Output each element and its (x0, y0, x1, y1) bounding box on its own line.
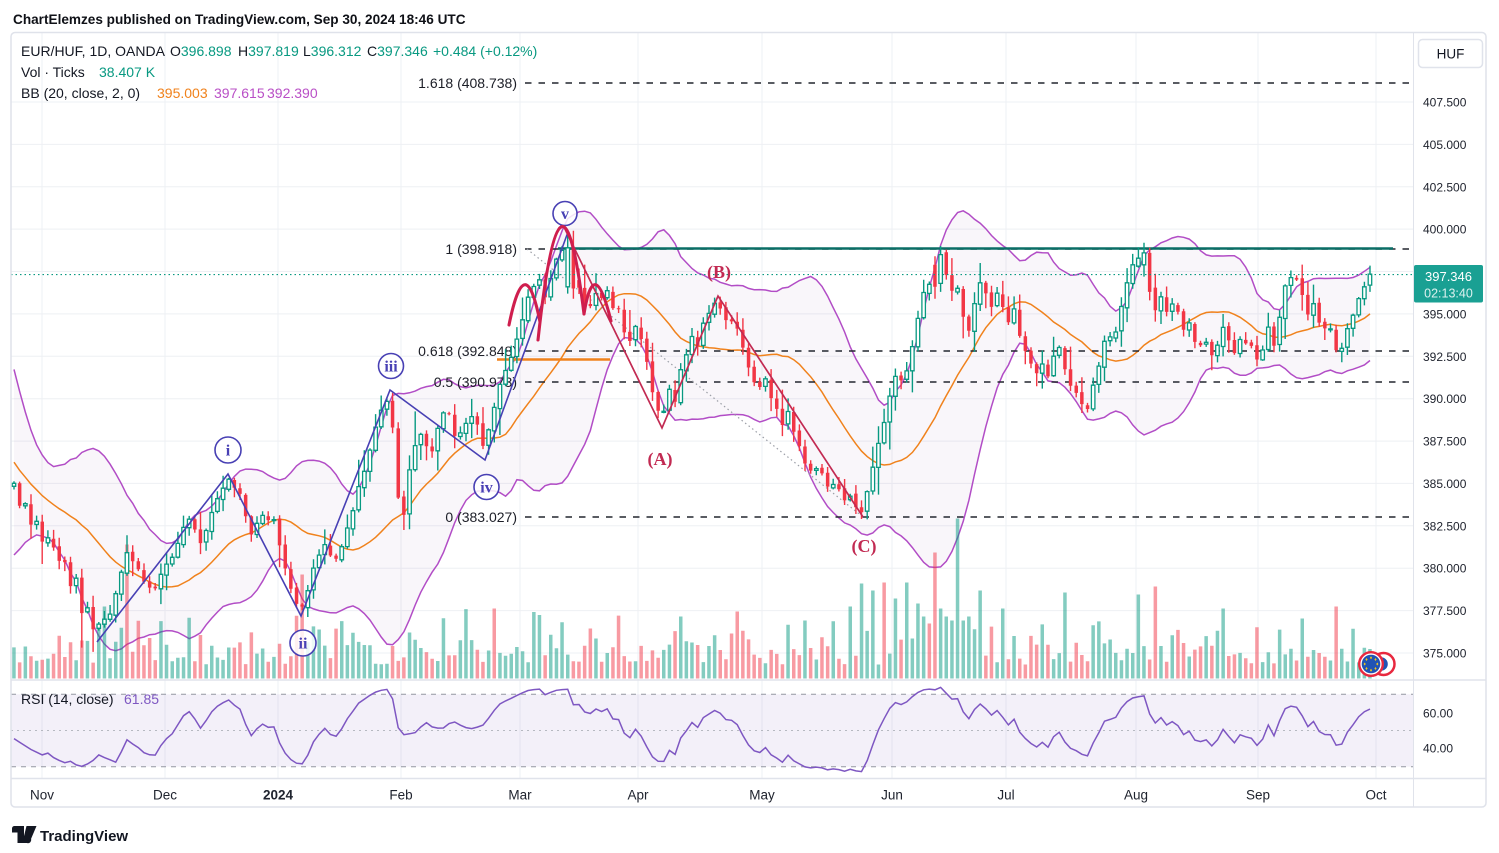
svg-text:402.500: 402.500 (1423, 180, 1467, 194)
svg-text:0.618 (392.848): 0.618 (392.848) (418, 343, 517, 359)
svg-text:375.000: 375.000 (1423, 647, 1467, 661)
svg-text:iv: iv (480, 480, 492, 497)
svg-text:407.500: 407.500 (1423, 96, 1467, 110)
svg-text:RSI (14, close): RSI (14, close) (21, 691, 114, 707)
svg-text:C397.346: C397.346 (367, 43, 428, 59)
svg-text:(C): (C) (852, 536, 877, 557)
svg-text:405.000: 405.000 (1423, 138, 1467, 152)
svg-text:v: v (561, 206, 569, 223)
svg-text:380.000: 380.000 (1423, 562, 1467, 576)
svg-text:1 (398.918): 1 (398.918) (445, 241, 517, 257)
svg-text:TradingView: TradingView (40, 828, 128, 845)
svg-text:60.00: 60.00 (1423, 707, 1453, 721)
svg-text:38.407 K: 38.407 K (99, 64, 156, 80)
svg-text:iii: iii (384, 359, 398, 376)
svg-text:40.00: 40.00 (1423, 742, 1453, 756)
svg-text:02:13:40: 02:13:40 (1424, 287, 1473, 301)
svg-text:382.500: 382.500 (1423, 519, 1467, 533)
svg-text:Dec: Dec (153, 788, 177, 803)
svg-text:O396.898: O396.898 (170, 43, 232, 59)
svg-text:Jul: Jul (997, 788, 1014, 803)
svg-text:Vol · Ticks: Vol · Ticks (21, 64, 85, 80)
svg-text:390.000: 390.000 (1423, 392, 1467, 406)
svg-text:Nov: Nov (30, 788, 54, 803)
svg-text:(A): (A) (648, 449, 673, 470)
svg-text:i: i (226, 443, 231, 460)
svg-text:ii: ii (299, 636, 308, 653)
svg-text:2024: 2024 (263, 788, 294, 803)
svg-text:L396.312: L396.312 (303, 43, 362, 59)
svg-text:Feb: Feb (389, 788, 412, 803)
svg-text:397.615: 397.615 (214, 85, 265, 101)
svg-text:+0.484 (+0.12%): +0.484 (+0.12%) (433, 43, 537, 59)
svg-text:395.000: 395.000 (1423, 307, 1467, 321)
svg-text:Aug: Aug (1124, 788, 1148, 803)
svg-text:0.5 (390.973): 0.5 (390.973) (434, 374, 517, 390)
svg-text:Jun: Jun (881, 788, 903, 803)
svg-text:Apr: Apr (627, 788, 649, 803)
svg-text:397.346: 397.346 (1425, 269, 1472, 284)
svg-text:0 (383.027): 0 (383.027) (445, 509, 517, 525)
svg-text:392.390: 392.390 (267, 85, 318, 101)
svg-text:392.500: 392.500 (1423, 350, 1467, 364)
svg-text:HUF: HUF (1437, 47, 1465, 62)
svg-text:EUR/HUF, 1D, OANDA: EUR/HUF, 1D, OANDA (21, 43, 166, 59)
svg-text:Sep: Sep (1246, 788, 1270, 803)
svg-text:Mar: Mar (508, 788, 532, 803)
svg-text:387.500: 387.500 (1423, 435, 1467, 449)
svg-text:H397.819: H397.819 (238, 43, 299, 59)
svg-text:BB (20, close, 2, 0): BB (20, close, 2, 0) (21, 85, 140, 101)
svg-text:395.003: 395.003 (157, 85, 208, 101)
svg-text:1.618 (408.738): 1.618 (408.738) (418, 75, 517, 91)
svg-text:400.000: 400.000 (1423, 223, 1467, 237)
svg-text:377.500: 377.500 (1423, 604, 1467, 618)
svg-text:May: May (749, 788, 775, 803)
svg-text:Oct: Oct (1365, 788, 1386, 803)
svg-text:61.85: 61.85 (124, 691, 159, 707)
svg-text:385.000: 385.000 (1423, 477, 1467, 491)
svg-text:ChartElemzes published on Trad: ChartElemzes published on TradingView.co… (13, 12, 466, 27)
svg-text:(B): (B) (707, 262, 731, 283)
